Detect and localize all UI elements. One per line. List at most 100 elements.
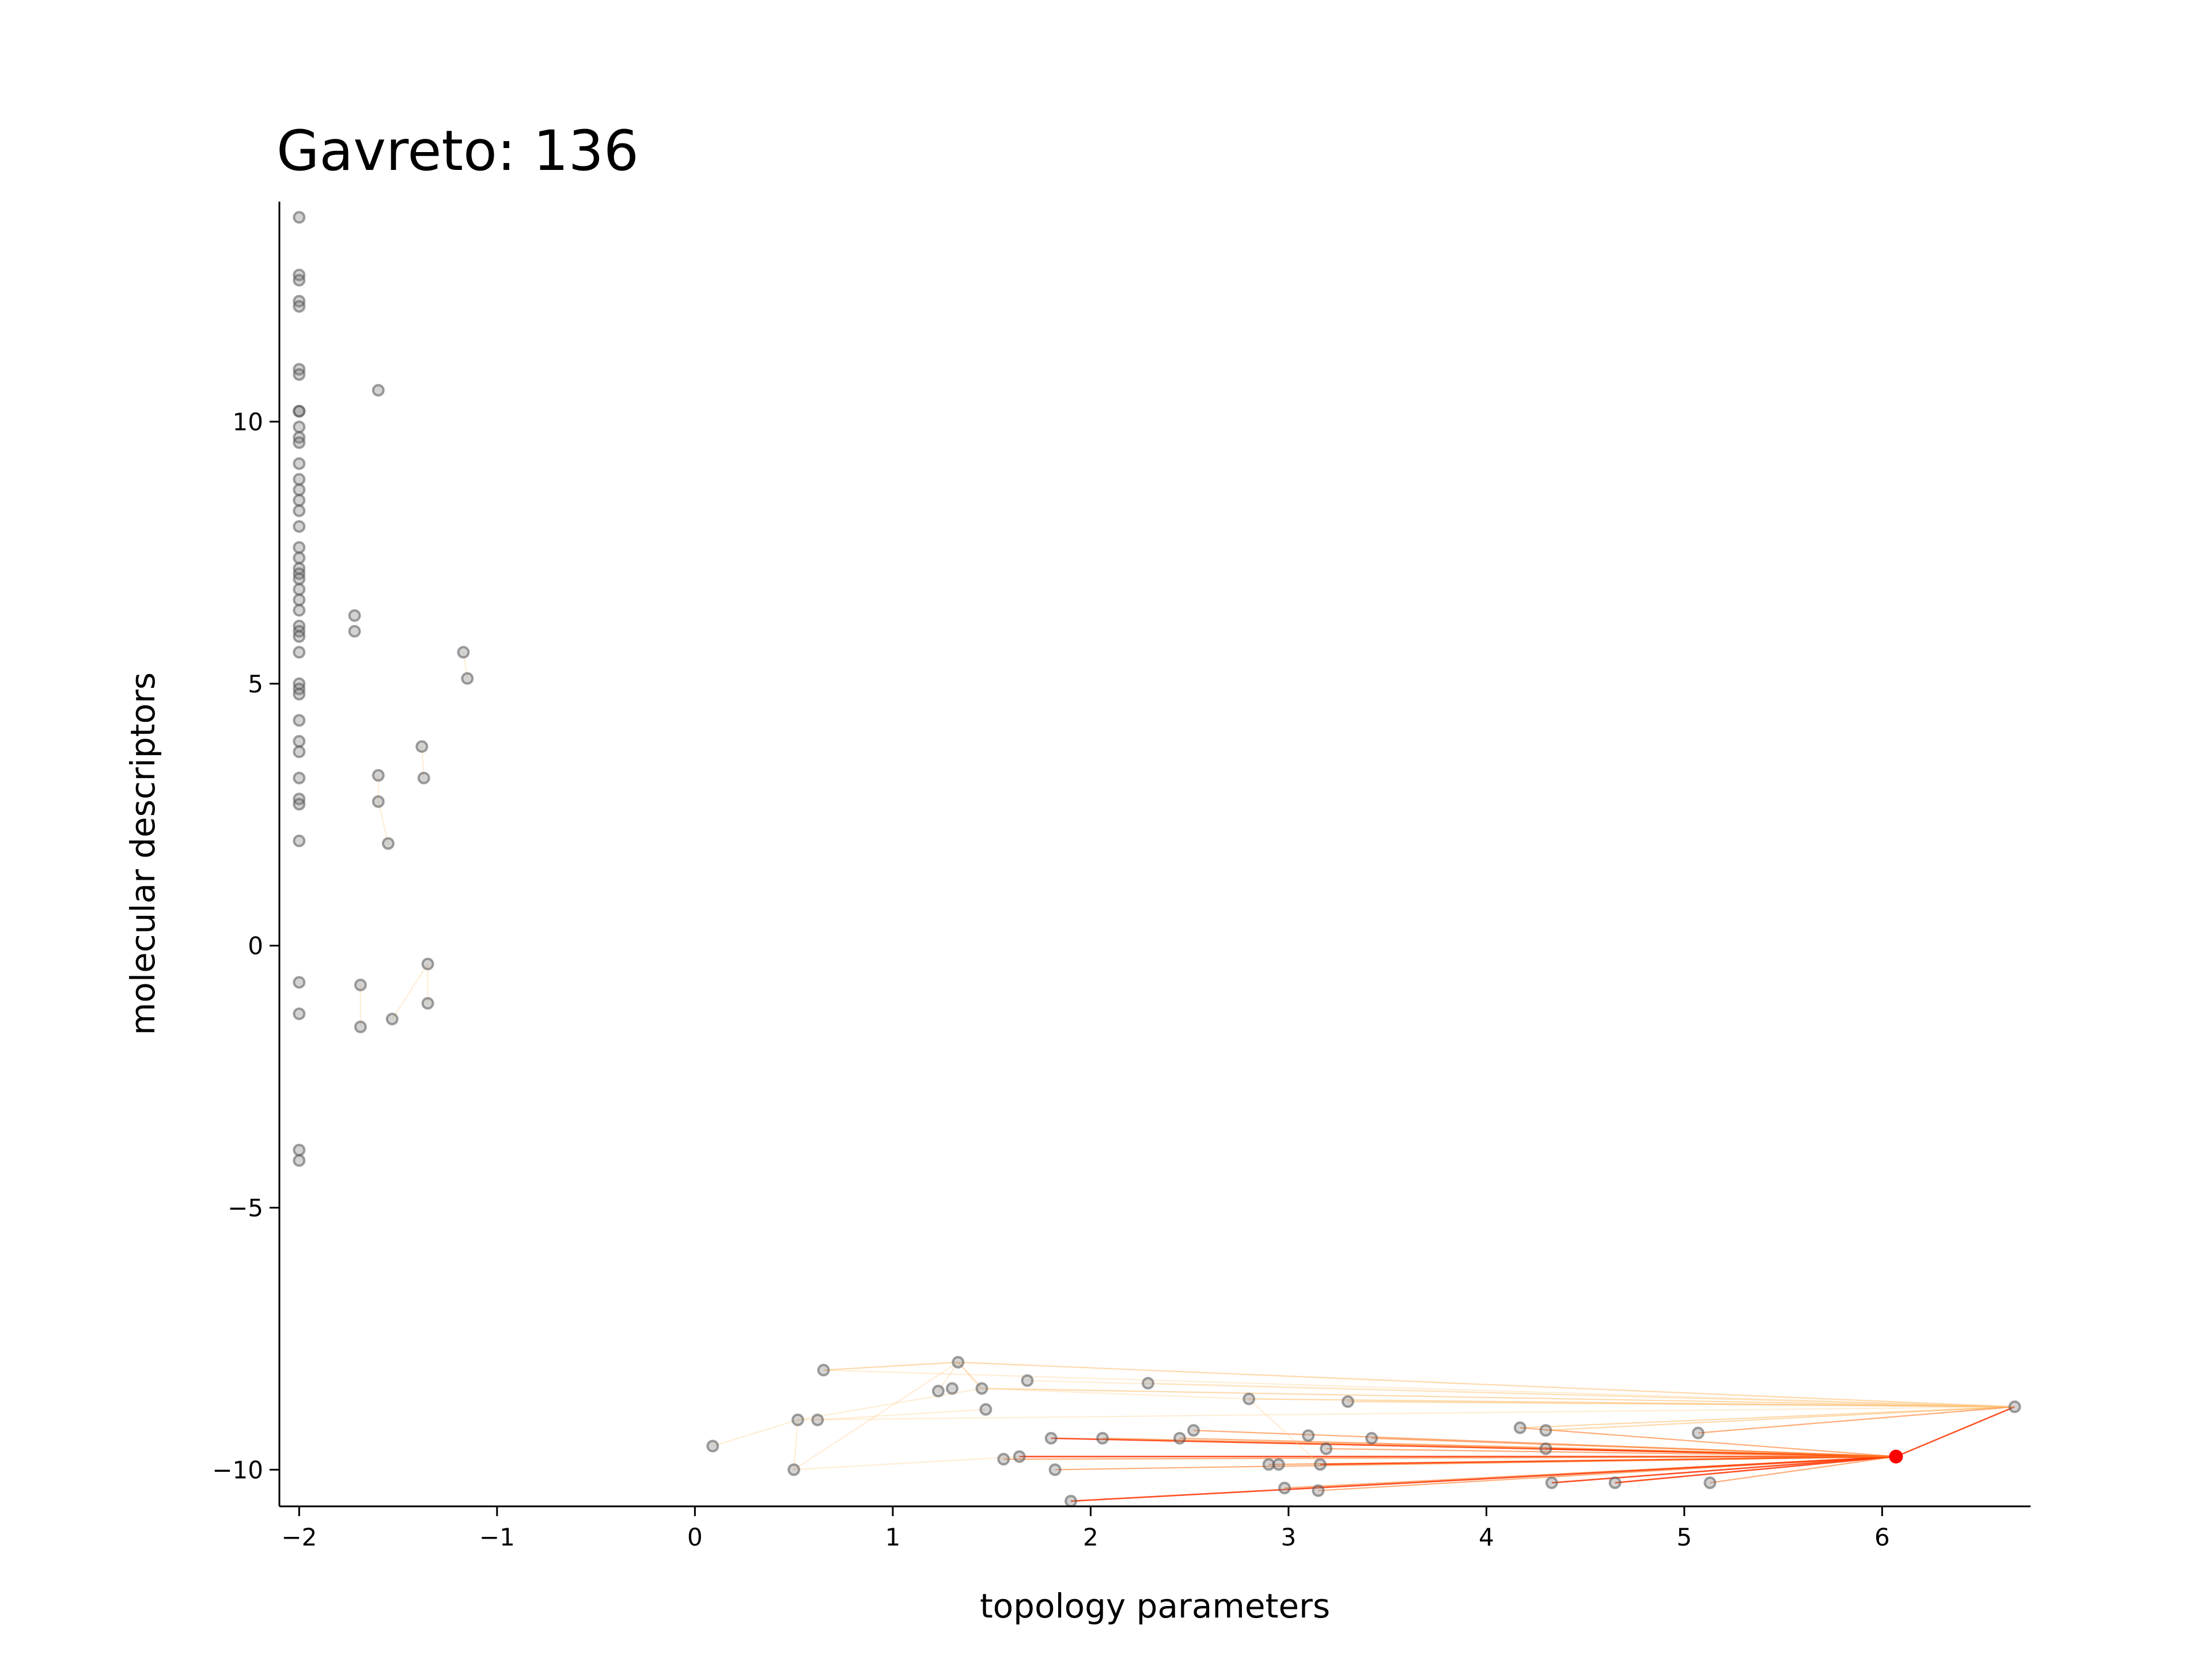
data-point xyxy=(461,672,474,685)
data-point xyxy=(417,771,430,785)
point-layer xyxy=(293,211,2021,1508)
data-point xyxy=(1539,1424,1552,1437)
data-point xyxy=(293,604,306,617)
x-tick-label: 5 xyxy=(1677,1523,1692,1551)
edge-line xyxy=(1055,1456,1896,1471)
data-point xyxy=(1048,1463,1062,1476)
data-point xyxy=(421,997,434,1010)
edge-line xyxy=(794,1456,1020,1471)
edge-line xyxy=(1179,1437,1896,1457)
data-point xyxy=(421,957,434,971)
data-point xyxy=(293,504,306,517)
data-point xyxy=(354,1020,367,1033)
data-point xyxy=(293,1007,306,1020)
data-point xyxy=(293,1143,306,1157)
edge-line xyxy=(391,963,429,1020)
data-point xyxy=(293,494,306,507)
data-point xyxy=(1141,1377,1154,1390)
data-point xyxy=(293,520,306,533)
data-point xyxy=(1013,1450,1026,1463)
data-point xyxy=(293,404,306,418)
data-point xyxy=(293,473,306,486)
data-point xyxy=(1703,1476,1717,1490)
x-tick-label: 6 xyxy=(1874,1523,1890,1551)
data-point xyxy=(706,1440,719,1453)
edge-line xyxy=(823,1369,2015,1408)
x-tick-label: 2 xyxy=(1083,1523,1099,1551)
data-point xyxy=(293,834,306,847)
y-ticks: −10 −5 0 5 10 xyxy=(212,408,279,1484)
edge-line xyxy=(1520,1406,2015,1429)
edge-line xyxy=(1710,1456,1896,1484)
data-point xyxy=(293,274,306,287)
data-point xyxy=(1320,1442,1333,1455)
x-ticks: −2 −1 0 1 2 3 4 5 6 xyxy=(281,1506,1890,1551)
edge-line xyxy=(793,1361,959,1471)
data-point xyxy=(293,211,306,224)
x-tick-label: 3 xyxy=(1281,1523,1296,1551)
data-point xyxy=(293,572,306,585)
data-point xyxy=(293,745,306,759)
edge-line xyxy=(817,1408,986,1421)
data-point xyxy=(1272,1458,1285,1471)
edge-line xyxy=(1070,1456,1896,1502)
data-point xyxy=(1691,1426,1705,1440)
data-point xyxy=(1312,1484,1325,1497)
edge-line xyxy=(1249,1398,2015,1408)
edge-line xyxy=(797,1406,2015,1421)
edge-line xyxy=(793,1419,799,1470)
data-point xyxy=(293,976,306,989)
data-point xyxy=(381,837,395,850)
data-point xyxy=(293,1154,306,1167)
edge-line xyxy=(1615,1456,1896,1484)
data-point xyxy=(791,1413,804,1426)
data-point xyxy=(348,624,361,638)
x-tick-label: 4 xyxy=(1479,1523,1494,1551)
edge-line xyxy=(1027,1380,2015,1408)
edge-line xyxy=(712,1419,798,1447)
data-point xyxy=(1341,1395,1354,1408)
data-point xyxy=(293,593,306,607)
y-tick-label: −10 xyxy=(212,1456,263,1484)
edge-line xyxy=(1003,1456,1896,1460)
data-point xyxy=(293,771,306,785)
data-point xyxy=(293,798,306,811)
data-point xyxy=(293,714,306,727)
data-point xyxy=(817,1363,830,1377)
data-point xyxy=(385,1013,399,1026)
y-tick-label: 0 xyxy=(248,932,263,960)
edge-line xyxy=(1248,1398,1321,1465)
data-point xyxy=(293,457,306,470)
data-point xyxy=(975,1382,988,1395)
data-point xyxy=(293,300,306,313)
x-axis-label: topology parameters xyxy=(980,1586,1330,1626)
highlight-layer xyxy=(1889,1449,1903,1464)
edge-line xyxy=(958,1361,2015,1408)
y-tick-label: 10 xyxy=(233,408,263,436)
data-point xyxy=(293,483,306,497)
edge-line xyxy=(1347,1400,2015,1408)
edge-layer xyxy=(359,652,2016,1502)
edge-line xyxy=(982,1388,2015,1408)
data-point xyxy=(293,688,306,701)
edge-line xyxy=(1326,1448,1896,1457)
edge-line xyxy=(1551,1456,1896,1484)
data-point xyxy=(1173,1431,1186,1445)
data-point xyxy=(348,609,361,622)
data-point xyxy=(1096,1431,1109,1445)
data-point xyxy=(945,1382,959,1395)
data-point xyxy=(293,630,306,643)
chart-title: Gavreto: 136 xyxy=(276,119,639,183)
data-point xyxy=(1608,1476,1622,1490)
data-point xyxy=(372,769,385,782)
data-point xyxy=(1278,1482,1291,1495)
data-point xyxy=(293,646,306,659)
data-point xyxy=(457,646,470,659)
y-tick-label: −5 xyxy=(228,1194,263,1222)
data-point xyxy=(293,551,306,565)
y-tick-label: 5 xyxy=(248,670,263,698)
data-point xyxy=(1539,1442,1552,1455)
data-point xyxy=(293,368,306,381)
data-point xyxy=(1313,1458,1327,1471)
